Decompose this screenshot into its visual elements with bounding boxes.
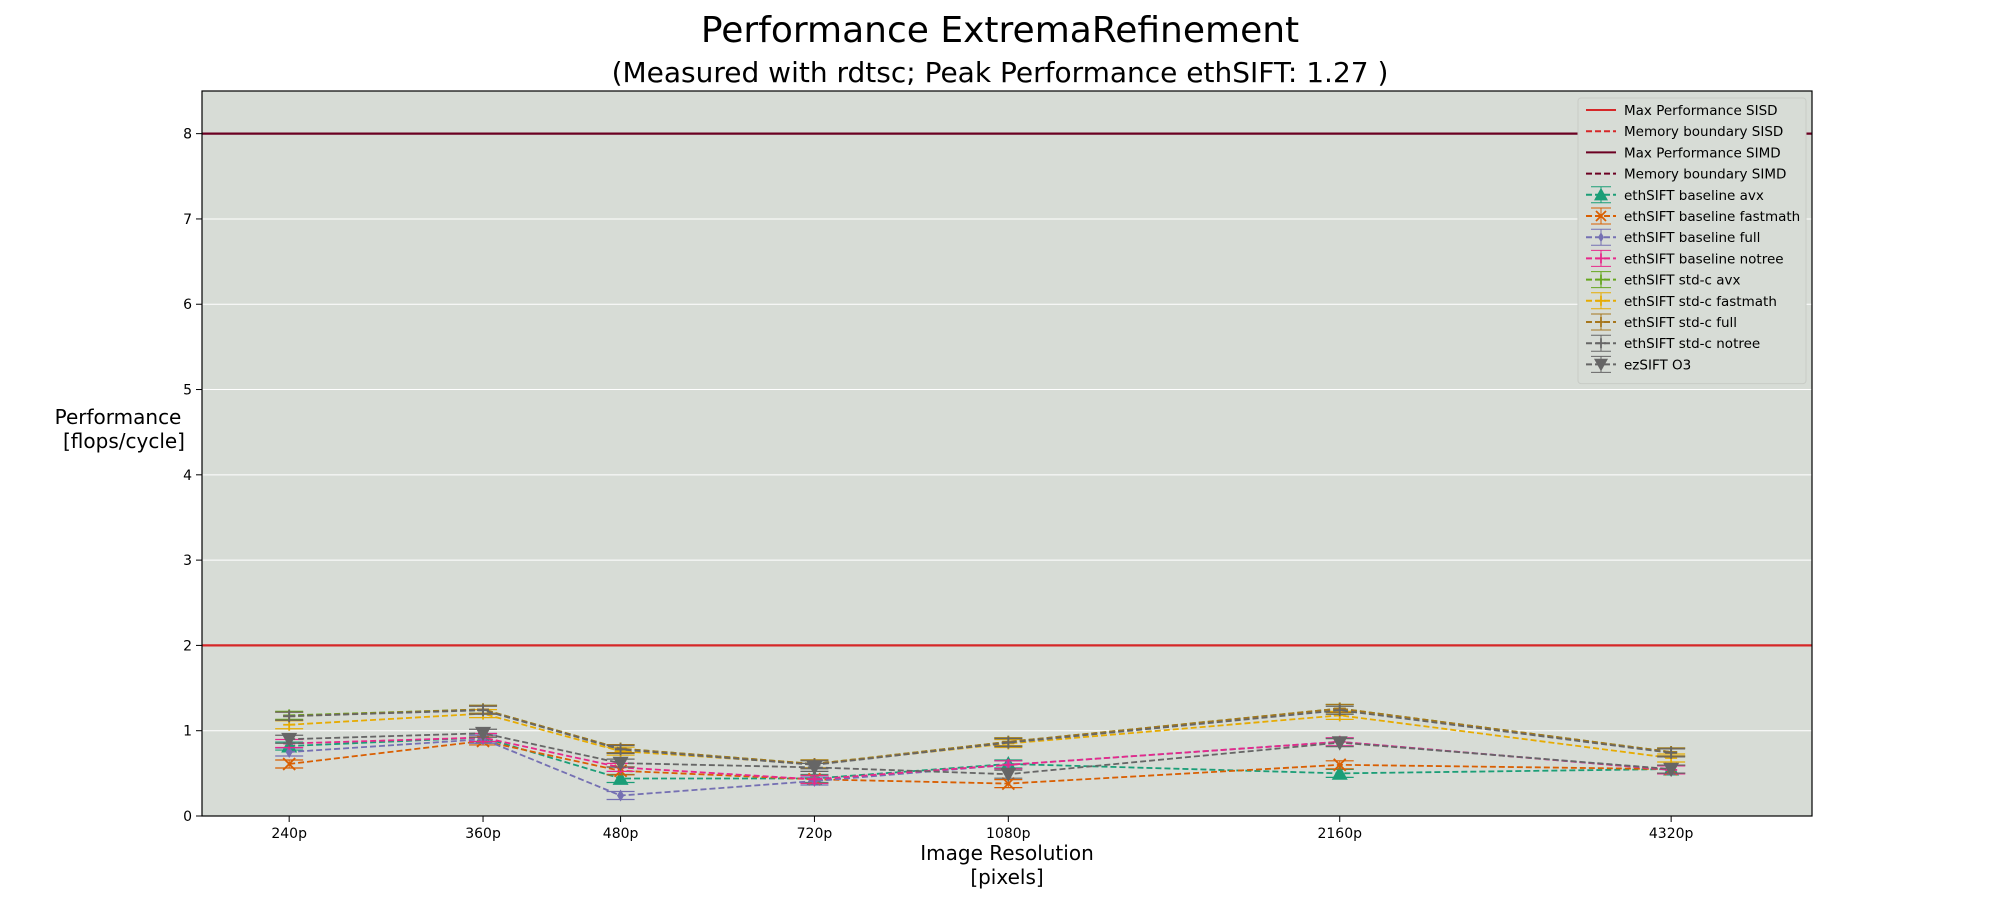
chart-subtitle: (Measured with rdtsc; Peak Performance e… <box>611 56 1389 89</box>
data-point-7-6 <box>1665 746 1678 759</box>
data-point-1-4 <box>1001 776 1015 791</box>
legend-marker-11 <box>1596 338 1606 349</box>
data-point-8-1 <box>475 726 492 742</box>
legend-entry-11: ethSIFT std-c notree <box>1586 334 1760 352</box>
legend-label-4: ethSIFT baseline avx <box>1624 188 1764 204</box>
data-point-8-6 <box>1663 762 1680 778</box>
y-tick-label-1: 1 <box>183 724 192 740</box>
legend-entry-8: ethSIFT std-c avx <box>1586 271 1741 289</box>
legend-label-11: ethSIFT std-c notree <box>1624 336 1760 352</box>
data-point-7-5 <box>1333 704 1346 717</box>
legend-entry-9: ethSIFT std-c fastmath <box>1586 292 1777 310</box>
data-point-2-2 <box>616 789 625 802</box>
legend-entry-2: Max Performance SIMD <box>1586 145 1781 161</box>
x-tick-label-2: 480p <box>603 826 639 842</box>
legend-marker-10 <box>1596 317 1606 327</box>
data-point-1-0 <box>282 757 296 771</box>
legend-entry-4: ethSIFT baseline avx <box>1586 186 1764 204</box>
legend-label-5: ethSIFT baseline fastmath <box>1624 209 1800 225</box>
legend-entry-6: ethSIFT baseline full <box>1586 228 1760 246</box>
y-tick-label-2: 2 <box>183 638 192 654</box>
data-point-7-1 <box>477 704 490 717</box>
plot-area <box>202 91 1812 816</box>
legend-marker-5 <box>1595 210 1607 222</box>
data-point-8-5 <box>1331 736 1348 751</box>
chart-title: Performance ExtremaRefinement <box>700 10 1300 51</box>
data-point-8-2 <box>612 756 629 772</box>
legend-marker-9 <box>1596 295 1606 306</box>
legend-label-10: ethSIFT std-c full <box>1624 315 1737 331</box>
x-tick-label-3: 720p <box>797 826 833 842</box>
x-tick-label-6: 4320p <box>1649 826 1694 842</box>
data-point-7-2 <box>614 743 627 756</box>
data-point-0-2 <box>612 770 629 785</box>
legend-entry-12: ezSIFT O3 <box>1586 355 1691 373</box>
legend-entry-7: ethSIFT baseline notree <box>1586 249 1784 267</box>
legend-label-6: ethSIFT baseline full <box>1624 230 1760 246</box>
plot-frame <box>201 90 1813 817</box>
y-tick-label-3: 3 <box>183 553 192 569</box>
y-axis-label-line1: Performance <box>55 405 182 429</box>
legend-entry-10: ethSIFT std-c full <box>1586 313 1737 331</box>
x-tick-label-4: 1080p <box>986 826 1031 842</box>
y-tick-label-5: 5 <box>183 383 192 399</box>
data-point-8-4 <box>1000 767 1017 783</box>
legend: Max Performance SISD Memory boundary SISD… <box>1577 97 1807 385</box>
data-point-7-0 <box>283 710 296 723</box>
legend-marker-6 <box>1598 232 1604 243</box>
data-point-0-5 <box>1331 765 1348 780</box>
legend-label-0: Max Performance SISD <box>1624 103 1778 119</box>
x-tick-label-1: 360p <box>465 826 501 842</box>
data-point-1-5 <box>1333 758 1347 772</box>
legend-label-3: Memory boundary SIMD <box>1624 167 1786 183</box>
data-point-8-0 <box>281 732 298 748</box>
legend-label-7: ethSIFT baseline notree <box>1624 251 1784 267</box>
y-axis-label-line2: [flops/cycle] <box>63 429 185 453</box>
legend-marker-7 <box>1596 253 1606 264</box>
legend-marker-12 <box>1594 358 1608 372</box>
x-axis-label-line2: [pixels] <box>970 865 1043 889</box>
legend-entry-1: Memory boundary SISD <box>1586 124 1783 140</box>
y-tick-label-8: 8 <box>183 127 192 143</box>
legend-label-2: Max Performance SIMD <box>1624 145 1781 161</box>
y-tick-label-0: 0 <box>183 809 192 825</box>
legend-label-8: ethSIFT std-c avx <box>1624 273 1741 289</box>
data-point-8-3 <box>806 760 823 776</box>
data-point-2-0 <box>285 746 293 759</box>
series-8 <box>275 726 1686 783</box>
legend-label-12: ezSIFT O3 <box>1624 357 1691 373</box>
y-tick-label-7: 7 <box>183 212 192 228</box>
legend-marker-4 <box>1594 187 1608 201</box>
x-tick-label-5: 2160p <box>1317 826 1362 842</box>
x-axis-label-line1: Image Resolution <box>920 841 1094 865</box>
y-tick-label-6: 6 <box>183 297 192 313</box>
legend-marker-8 <box>1596 274 1606 285</box>
legend-label-9: ethSIFT std-c fastmath <box>1624 294 1777 310</box>
x-tick-label-0: 240p <box>271 826 307 842</box>
legend-entry-5: ethSIFT baseline fastmath <box>1586 207 1800 225</box>
data-point-7-4 <box>1002 736 1015 749</box>
legend-label-1: Memory boundary SISD <box>1624 124 1783 140</box>
legend-box <box>1577 97 1807 385</box>
legend-entry-3: Memory boundary SIMD <box>1586 167 1786 183</box>
legend-entry-0: Max Performance SISD <box>1586 103 1778 119</box>
y-tick-label-4: 4 <box>183 468 192 484</box>
